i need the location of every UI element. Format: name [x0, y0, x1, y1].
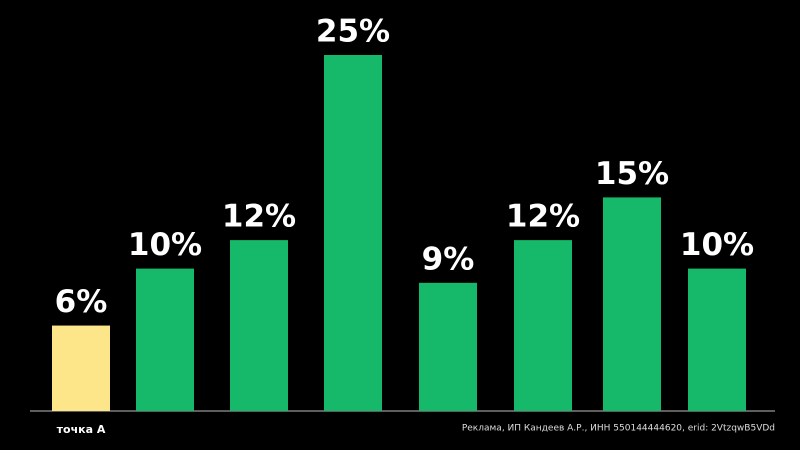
category-label: точка А	[57, 423, 106, 436]
value-label: 9%	[422, 241, 475, 277]
bar	[688, 268, 746, 411]
bar	[52, 325, 110, 411]
bar	[514, 240, 572, 411]
value-label: 15%	[595, 156, 669, 192]
bar	[324, 55, 382, 411]
bar	[419, 282, 477, 411]
value-label: 6%	[55, 284, 108, 320]
value-label: 12%	[506, 199, 580, 235]
bar	[603, 197, 661, 411]
value-label: 12%	[222, 199, 296, 235]
bar	[136, 268, 194, 411]
value-label: 10%	[680, 227, 754, 263]
bar	[230, 240, 288, 411]
value-label: 10%	[128, 227, 202, 263]
ad-note: Реклама, ИП Кандеев А.Р., ИНН 5501444446…	[462, 424, 775, 434]
value-label: 25%	[316, 14, 390, 50]
